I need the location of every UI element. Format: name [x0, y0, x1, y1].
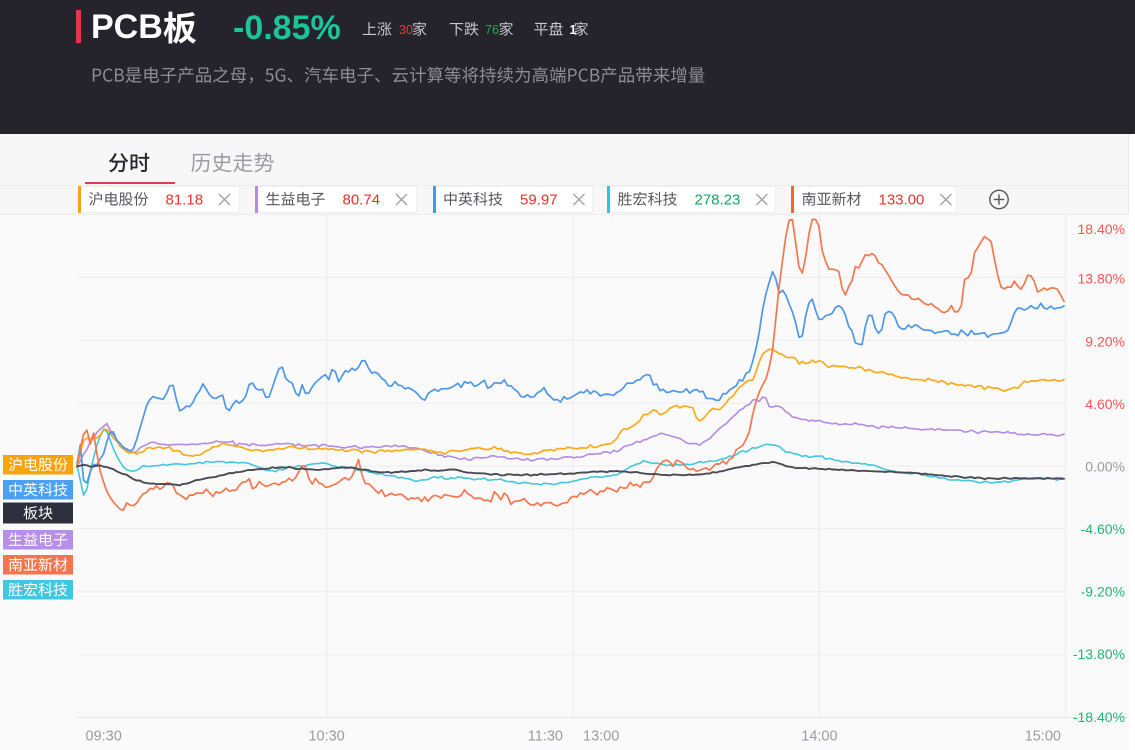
- svg-text:-13.80%: -13.80%: [1073, 646, 1125, 662]
- svg-text:-9.20%: -9.20%: [1081, 584, 1125, 600]
- svg-text:11:30: 11:30: [528, 729, 563, 745]
- svg-text:80.74: 80.74: [343, 192, 381, 209]
- svg-text:-18.40%: -18.40%: [1073, 709, 1125, 725]
- svg-text:81.18: 81.18: [166, 192, 204, 209]
- svg-text:18.40%: 18.40%: [1078, 221, 1125, 237]
- svg-text:278.23: 278.23: [695, 192, 741, 209]
- svg-text:0.00%: 0.00%: [1085, 459, 1125, 475]
- svg-text:10:30: 10:30: [308, 729, 344, 745]
- svg-text:-4.60%: -4.60%: [1081, 521, 1125, 537]
- svg-text:133.00: 133.00: [879, 192, 925, 209]
- svg-text:09:30: 09:30: [86, 729, 122, 745]
- svg-text:13:00: 13:00: [583, 729, 619, 745]
- svg-text:59.97: 59.97: [520, 192, 558, 209]
- svg-text:9.20%: 9.20%: [1085, 334, 1125, 350]
- svg-text:4.60%: 4.60%: [1085, 396, 1125, 412]
- svg-text:14:00: 14:00: [801, 729, 837, 745]
- svg-text:15:00: 15:00: [1025, 729, 1061, 745]
- svg-text:13.80%: 13.80%: [1078, 271, 1125, 287]
